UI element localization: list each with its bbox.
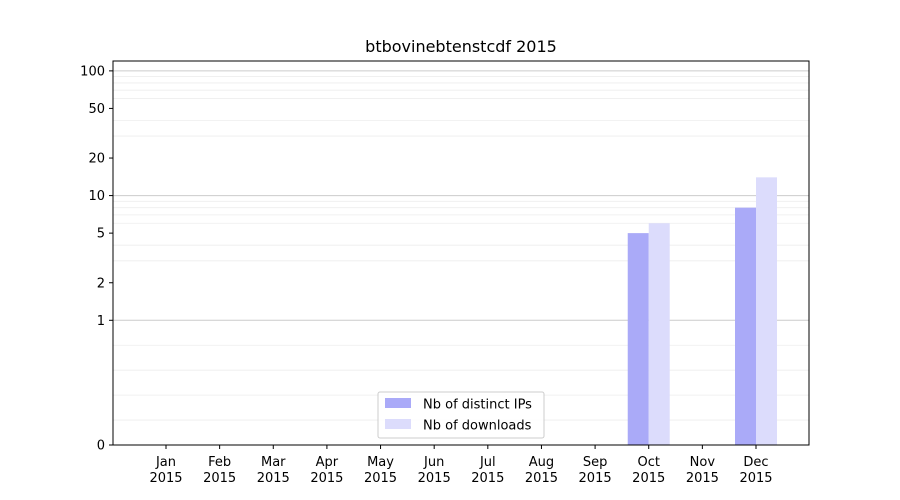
bars: [627, 177, 777, 445]
legend-label-downloads: Nb of downloads: [423, 419, 532, 434]
bar-distinct-ips-9: [627, 233, 649, 445]
x-tick-label: Dec 2015: [739, 455, 772, 486]
bar-distinct-ips-11: [735, 207, 756, 445]
x-tick-label: Jul 2015: [471, 455, 504, 486]
legend-swatch-downloads: [385, 419, 411, 429]
y-tick-label: 100: [80, 64, 105, 79]
chart-title: btbovinebtenstcdf 2015: [365, 37, 557, 56]
legend: Nb of distinct IPs Nb of downloads: [377, 391, 545, 439]
y-tick-label: 2: [97, 276, 105, 291]
y-tick-label: 1: [97, 314, 105, 329]
bar-downloads-9: [648, 223, 670, 445]
x-axis: Jan 2015 Feb 2015 Mar 2015 Apr 2015 May 2015 Jun 20…: [149, 445, 773, 486]
legend-box: [377, 391, 545, 439]
y-axis: 0 1 2 5 10 20 50 100: [80, 64, 113, 454]
x-tick-label: Jan 2015: [149, 455, 182, 486]
legend-swatch-distinct-ips: [385, 398, 411, 408]
plot-frame: [112, 60, 810, 446]
x-tick-label: Sep 2015: [579, 455, 612, 486]
grid-lines: [113, 70, 809, 421]
x-tick-label: Apr 2015: [310, 455, 343, 486]
legend-label-distinct-ips: Nb of distinct IPs: [423, 398, 532, 413]
x-tick-label: May 2015: [364, 455, 397, 486]
x-tick-label: Oct 2015: [632, 455, 665, 486]
x-tick-label: Aug 2015: [525, 455, 558, 486]
x-tick-label: Mar 2015: [257, 455, 290, 486]
y-tick-label: 20: [88, 152, 105, 167]
x-tick-label: Nov 2015: [686, 455, 719, 486]
y-tick-label: 5: [97, 227, 105, 242]
y-tick-label: 50: [88, 102, 105, 117]
y-tick-label: 10: [88, 189, 105, 204]
bar-downloads-11: [756, 177, 777, 445]
x-tick-label: Feb 2015: [203, 455, 236, 486]
y-tick-label: 0: [97, 439, 105, 454]
x-tick-label: Jun 2015: [418, 455, 451, 486]
